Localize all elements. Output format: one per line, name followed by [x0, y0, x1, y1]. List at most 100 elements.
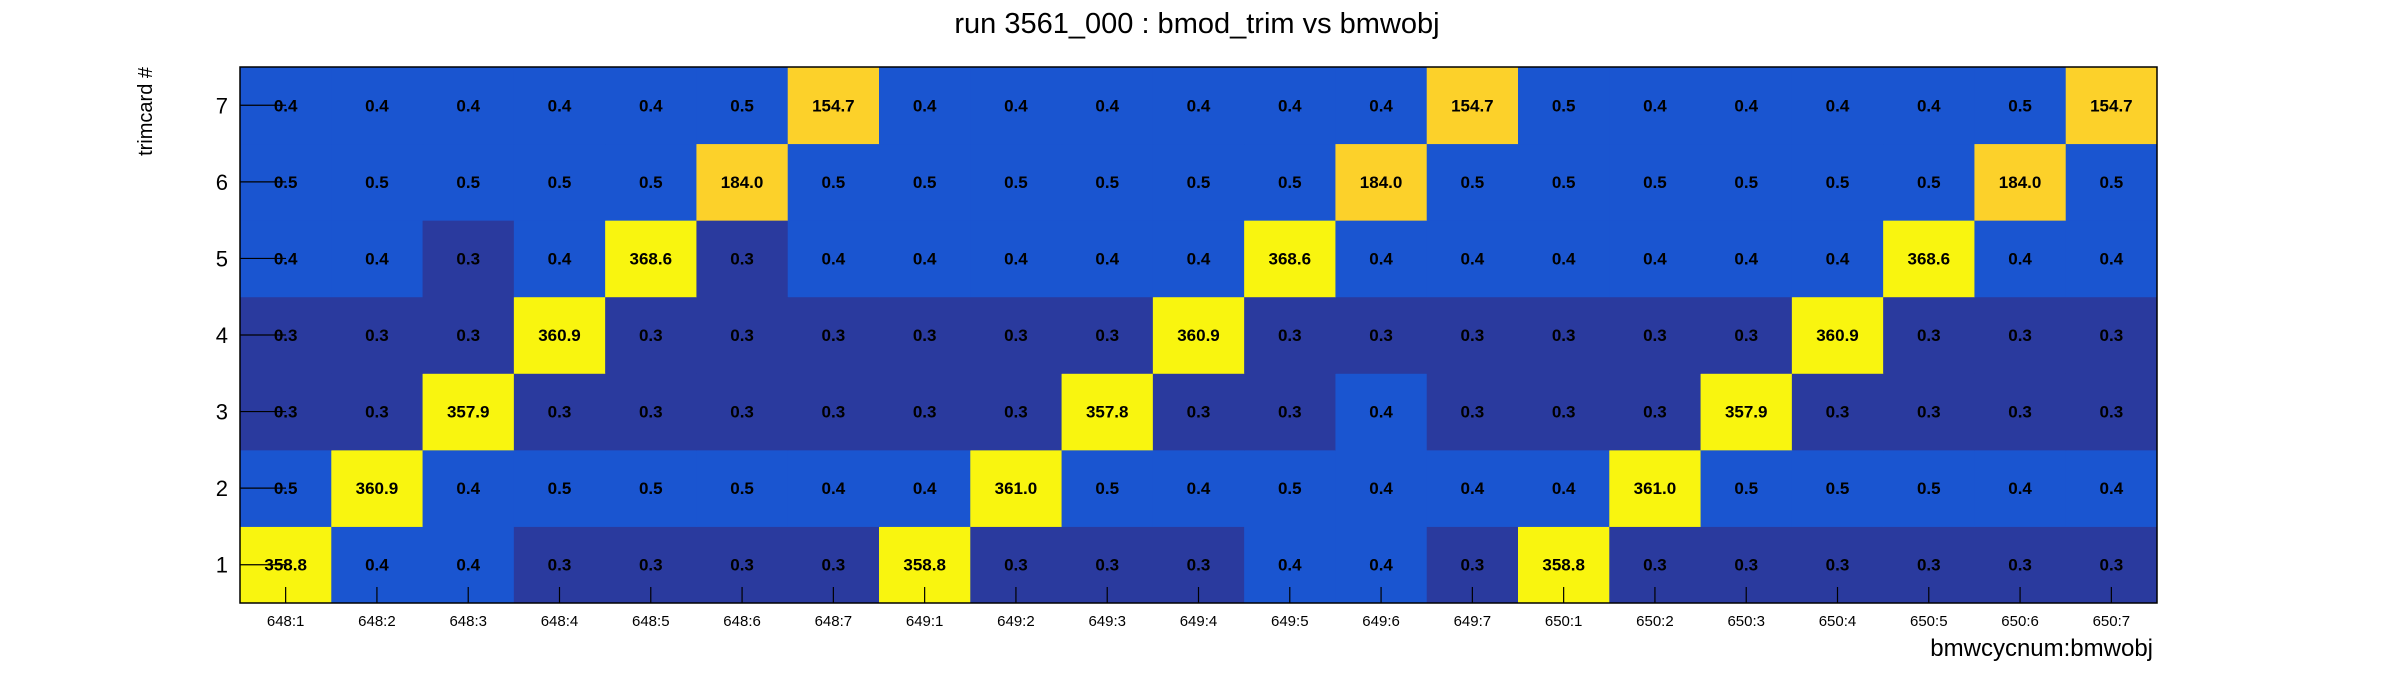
cell-value-label: 0.4 [1643, 96, 1667, 115]
cell-value-label: 0.4 [365, 249, 389, 268]
heatmap-cell [1700, 449, 1793, 527]
heatmap-cell [696, 373, 789, 451]
cell-value-label: 0.3 [365, 403, 389, 422]
x-tick-label: 648:6 [723, 613, 761, 630]
x-tick-label: 648:2 [358, 613, 396, 630]
cell-value-label: 0.5 [2100, 173, 2124, 192]
heatmap-cell [2065, 220, 2158, 298]
cell-value-label: 0.5 [1278, 173, 1302, 192]
heatmap-cell [1152, 143, 1245, 221]
heatmap-cell [422, 449, 515, 527]
cell-value-label: 0.3 [1826, 556, 1850, 575]
x-tick-label: 649:1 [906, 613, 944, 630]
heatmap-cell [605, 220, 697, 298]
cell-value-label: 0.4 [548, 96, 572, 115]
cell-value-label: 0.3 [1552, 403, 1576, 422]
cell-value-label: 0.3 [456, 326, 480, 345]
y-tick-label: 2 [216, 476, 228, 501]
heatmap-cell [605, 143, 697, 221]
heatmap-cell [970, 449, 1063, 527]
heatmap-cell [696, 296, 789, 374]
x-axis-label: bmwcycnum:bmwobj [1930, 635, 2153, 662]
heatmap-cell [331, 67, 424, 145]
cell-value-label: 0.3 [1004, 326, 1028, 345]
heatmap-cell [513, 67, 606, 145]
cell-value-label: 0.3 [1643, 403, 1667, 422]
heatmap-cell [879, 67, 971, 145]
cell-value-label: 0.4 [1095, 249, 1119, 268]
heatmap-cell [605, 373, 697, 451]
heatmap-cell [1244, 296, 1336, 374]
heatmap-cell [1974, 296, 2067, 374]
heatmap-cell [513, 449, 606, 527]
heatmap-cell [1791, 373, 1884, 451]
cell-value-label: 0.4 [1278, 96, 1302, 115]
cell-value-label: 0.5 [1917, 173, 1941, 192]
cell-value-label: 360.9 [538, 326, 581, 345]
cell-value-label: 0.4 [2008, 479, 2032, 498]
heatmap-cell [1883, 296, 1975, 374]
x-tick-label: 649:2 [997, 613, 1035, 630]
heatmap-cell [1609, 220, 1702, 298]
cell-value-label: 0.3 [639, 403, 663, 422]
cell-value-label: 0.3 [1278, 326, 1302, 345]
cell-value-label: 0.3 [2100, 556, 2124, 575]
heatmap-cell [970, 67, 1063, 145]
heatmap-cell [513, 373, 606, 451]
heatmap-cell [2065, 143, 2158, 221]
cell-value-label: 0.5 [365, 173, 389, 192]
cell-value-label: 0.4 [1552, 249, 1576, 268]
heatmap-cell [1609, 296, 1702, 374]
x-tick-label: 649:4 [1180, 613, 1218, 630]
cell-value-label: 0.4 [1187, 479, 1211, 498]
cell-value-label: 0.4 [1461, 479, 1485, 498]
x-tick-label: 649:3 [1088, 613, 1126, 630]
cell-value-label: 0.4 [913, 249, 937, 268]
cell-value-label: 357.9 [1725, 403, 1768, 422]
heatmap-cell [1791, 296, 1884, 374]
heatmap-cell [1518, 449, 1610, 527]
heatmap-cell [879, 143, 971, 221]
cell-value-label: 0.3 [1461, 403, 1485, 422]
cell-value-label: 0.3 [1734, 556, 1758, 575]
cell-value-label: 0.5 [1734, 173, 1758, 192]
heatmap-cell [787, 220, 880, 298]
heatmap-cell [513, 296, 606, 374]
cell-value-label: 0.5 [822, 173, 846, 192]
cell-value-label: 0.4 [822, 479, 846, 498]
cell-value-label: 0.3 [730, 403, 754, 422]
cell-value-label: 0.5 [1552, 173, 1576, 192]
cell-value-label: 0.3 [456, 249, 480, 268]
cell-value-label: 0.3 [822, 326, 846, 345]
y-tick-label: 6 [216, 170, 228, 195]
cell-value-label: 0.3 [1461, 556, 1485, 575]
heatmap-cell [1061, 296, 1154, 374]
heatmap-cell [1244, 67, 1336, 145]
heatmap-cell [1883, 449, 1975, 527]
cell-value-label: 0.5 [548, 173, 572, 192]
cell-value-label: 0.4 [822, 249, 846, 268]
cell-value-label: 0.5 [1095, 173, 1119, 192]
cell-value-label: 0.5 [730, 96, 754, 115]
cell-value-label: 0.4 [2100, 479, 2124, 498]
cell-value-label: 0.5 [456, 173, 480, 192]
cell-value-label: 358.8 [903, 556, 946, 575]
cell-value-label: 0.3 [913, 326, 937, 345]
heatmap-cell [1518, 143, 1610, 221]
cell-value-label: 0.4 [548, 249, 572, 268]
heatmap-cell [879, 220, 971, 298]
cell-value-label: 0.3 [730, 326, 754, 345]
cell-value-label: 0.3 [1004, 403, 1028, 422]
x-tick-label: 648:7 [815, 613, 853, 630]
heatmap-cell [1974, 373, 2067, 451]
cell-value-label: 0.3 [2008, 556, 2032, 575]
x-tick-label: 649:6 [1362, 613, 1400, 630]
cell-value-label: 154.7 [2090, 96, 2133, 115]
heatmap-cell [422, 296, 515, 374]
heatmap-cell [1335, 143, 1428, 221]
heatmap-cell [879, 373, 971, 451]
heatmap-cell [1061, 67, 1154, 145]
cell-value-label: 0.4 [1917, 96, 1941, 115]
heatmap-cell [1426, 449, 1519, 527]
